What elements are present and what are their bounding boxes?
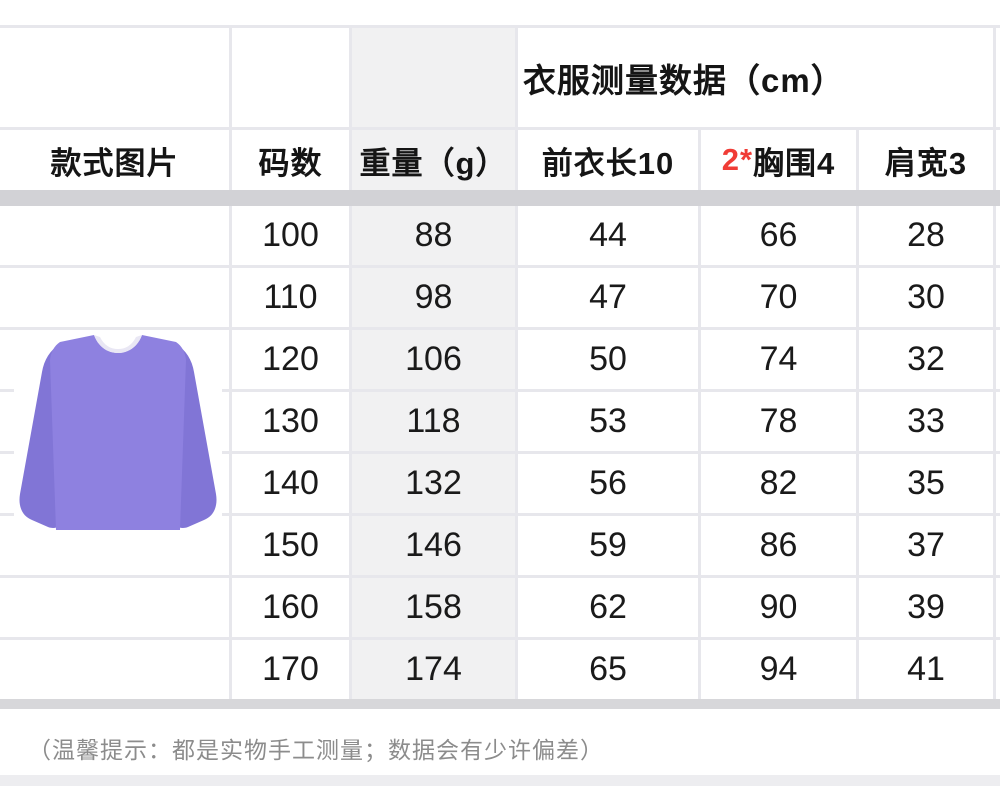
table-bottom-line [0, 699, 1000, 709]
table-cell-shoulder: 32 [859, 330, 993, 389]
table-cell-size: 100 [232, 206, 349, 265]
col-header-weight: 重量（g） [352, 130, 515, 190]
table-cell-shoulder: 30 [859, 268, 993, 327]
table-cell-chest: 70 [701, 268, 856, 327]
row-sliver-cell [996, 392, 1000, 451]
table-cell-size: 110 [232, 268, 349, 327]
table-cell-front-length: 62 [518, 578, 698, 637]
header2-sliver-cell [996, 130, 1000, 190]
header1-sliver-cell [996, 28, 1000, 127]
table-cell-chest: 94 [701, 640, 856, 699]
table-cell-front-length: 47 [518, 268, 698, 327]
style-image-cell [0, 578, 229, 637]
bottom-gray-band [0, 775, 1000, 786]
table-cell-shoulder: 39 [859, 578, 993, 637]
row-sliver-cell [996, 330, 1000, 389]
table-cell-front-length: 53 [518, 392, 698, 451]
style-image-cell [0, 268, 229, 327]
table-cell-size: 130 [232, 392, 349, 451]
row-sliver-cell [996, 516, 1000, 575]
table-cell-size: 170 [232, 640, 349, 699]
row-sliver-cell [996, 206, 1000, 265]
style-image-cell [0, 640, 229, 699]
header1-weight-cell [352, 28, 515, 127]
row-sliver-cell [996, 268, 1000, 327]
table-cell-front-length: 56 [518, 454, 698, 513]
table-cell-chest: 78 [701, 392, 856, 451]
row-sliver-cell [996, 578, 1000, 637]
table-cell-weight: 158 [352, 578, 515, 637]
table-cell-chest: 74 [701, 330, 856, 389]
table-cell-chest: 82 [701, 454, 856, 513]
table-cell-chest: 90 [701, 578, 856, 637]
table-cell-weight: 98 [352, 268, 515, 327]
col-header-front-length: 前衣长10 [518, 130, 698, 190]
row-sliver-cell [996, 454, 1000, 513]
table-cell-front-length: 50 [518, 330, 698, 389]
col-header-size: 码数 [232, 130, 349, 190]
table-cell-weight: 146 [352, 516, 515, 575]
measurement-disclaimer: （温馨提示：都是实物手工测量；数据会有少许偏差） [28, 737, 604, 763]
header1-style-cell [0, 28, 229, 127]
table-cell-front-length: 44 [518, 206, 698, 265]
chest-prefix: 2* [721, 142, 754, 177]
table-cell-shoulder: 37 [859, 516, 993, 575]
group-header: 衣服测量数据（cm） [518, 28, 993, 127]
table-cell-size: 150 [232, 516, 349, 575]
style-image-cell [0, 206, 229, 265]
size-table: 衣服测量数据（cm） 款式图片 码数 重量（g） 前衣长10 2* 胸围4 肩宽3… [0, 25, 1000, 709]
table-cell-size: 120 [232, 330, 349, 389]
header1-size-cell [232, 28, 349, 127]
table-cell-weight: 88 [352, 206, 515, 265]
table-cell-weight: 132 [352, 454, 515, 513]
table-cell-weight: 118 [352, 392, 515, 451]
table-cell-weight: 106 [352, 330, 515, 389]
row-sliver-cell [996, 640, 1000, 699]
header-divider-band [0, 190, 1000, 206]
table-cell-size: 160 [232, 578, 349, 637]
col-header-chest: 2* 胸围4 [701, 130, 856, 190]
table-cell-size: 140 [232, 454, 349, 513]
table-cell-weight: 174 [352, 640, 515, 699]
col-header-style: 款式图片 [0, 130, 229, 190]
table-cell-shoulder: 35 [859, 454, 993, 513]
table-cell-front-length: 65 [518, 640, 698, 699]
shirt-illustration [19, 335, 217, 530]
product-photo-shirt [14, 334, 222, 540]
table-cell-shoulder: 28 [859, 206, 993, 265]
table-cell-shoulder: 33 [859, 392, 993, 451]
table-cell-front-length: 59 [518, 516, 698, 575]
table-cell-chest: 66 [701, 206, 856, 265]
table-cell-chest: 86 [701, 516, 856, 575]
table-cell-shoulder: 41 [859, 640, 993, 699]
col-header-shoulder: 肩宽3 [859, 130, 993, 190]
chest-label: 胸围4 [753, 145, 836, 181]
